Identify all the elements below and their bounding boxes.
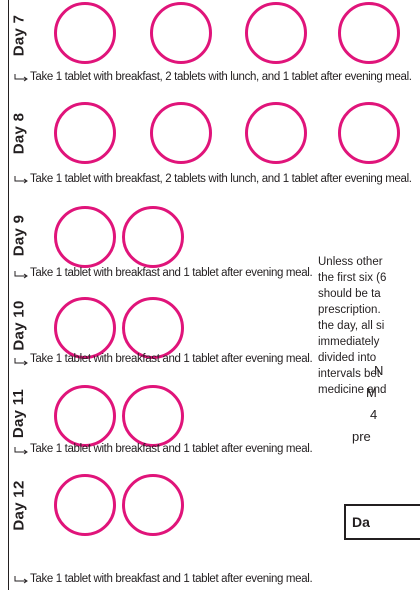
- day-label: Day 12: [10, 479, 28, 531]
- side-note-line: medicine and: [318, 384, 387, 396]
- tablet-circle: [338, 2, 400, 64]
- day-label: Day 7: [10, 14, 28, 56]
- day-label: Day 9: [10, 214, 28, 256]
- tablet-circle: [122, 474, 184, 536]
- side-note-line: divided into: [318, 352, 377, 364]
- tablet-circle: [54, 385, 116, 447]
- side-note-secondary: N M 4 pre: [346, 360, 383, 448]
- side-note-line: the day, all si: [318, 320, 385, 332]
- side-note-line: intervals bet: [318, 368, 381, 380]
- arrow-icon: [14, 576, 28, 584]
- tablet-circle: [245, 2, 307, 64]
- day-instruction: Take 1 tablet with breakfast and 1 table…: [30, 573, 313, 585]
- side-note2-line: M: [366, 385, 377, 400]
- side-note-text: Unless other the first six (6 should be …: [318, 254, 420, 398]
- side-note2-line: pre: [352, 429, 371, 444]
- tablet-circle: [54, 474, 116, 536]
- day-instruction: Take 1 tablet with breakfast and 1 table…: [30, 353, 313, 365]
- day-label: Day 11: [10, 388, 28, 438]
- date-box-label: Da: [352, 514, 370, 530]
- arrow-icon: [14, 447, 28, 455]
- tablet-circle: [150, 2, 212, 64]
- side-note-line: immediately: [318, 336, 380, 348]
- side-note-line: Unless other: [318, 256, 383, 268]
- arrow-icon: [14, 176, 28, 184]
- arrow-icon: [14, 358, 28, 366]
- day-label: Day 8: [10, 112, 28, 154]
- tablet-circle: [245, 102, 307, 164]
- left-guide-line: [8, 0, 9, 590]
- arrow-icon: [14, 74, 28, 82]
- tablet-circle: [54, 297, 116, 359]
- day-instruction: Take 1 tablet with breakfast and 1 table…: [30, 267, 313, 279]
- tablet-circle: [54, 102, 116, 164]
- arrow-icon: [14, 271, 28, 279]
- day-instruction: Take 1 tablet with breakfast, 2 tablets …: [30, 71, 412, 83]
- side-note-line: should be ta: [318, 288, 381, 300]
- tablet-circle: [338, 102, 400, 164]
- side-note-line: prescription.: [318, 304, 381, 316]
- tablet-circle: [150, 102, 212, 164]
- side-note2-line: N: [374, 363, 384, 378]
- day-instruction: Take 1 tablet with breakfast, 2 tablets …: [30, 173, 412, 185]
- tablet-circle: [122, 206, 184, 268]
- day-label: Day 10: [10, 299, 28, 351]
- date-box: Da: [344, 504, 420, 540]
- side-note-line: the first six (6: [318, 272, 387, 284]
- tablet-circle: [54, 206, 116, 268]
- side-note2-line: 4: [370, 407, 378, 422]
- tablet-circle: [54, 2, 116, 64]
- tablet-circle: [122, 297, 184, 359]
- tablet-circle: [122, 385, 184, 447]
- day-instruction: Take 1 tablet with breakfast and 1 table…: [30, 443, 313, 455]
